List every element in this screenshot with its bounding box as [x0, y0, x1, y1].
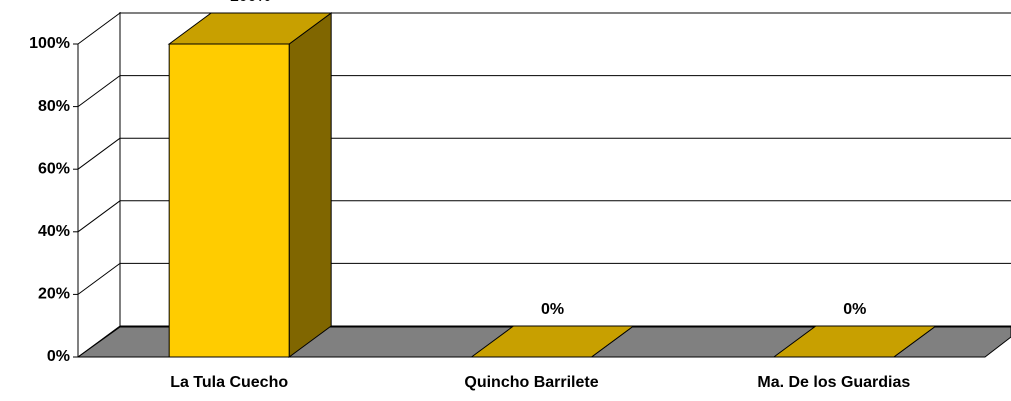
- y-tick-label: 80%: [38, 98, 70, 115]
- data-label: 0%: [541, 301, 564, 318]
- y-tick-label: 40%: [38, 223, 70, 240]
- grid-line: [77, 137, 121, 170]
- bar-top: [469, 325, 636, 358]
- grid-line: [77, 325, 121, 358]
- y-tick-label: 20%: [38, 286, 70, 303]
- y-tick-label: 60%: [38, 160, 70, 177]
- grid-line: [77, 75, 121, 108]
- x-tick-label: La Tula Cuecho: [170, 374, 288, 391]
- bar: [168, 43, 290, 358]
- bar-top: [772, 325, 938, 358]
- bar-top: [167, 12, 333, 45]
- y-tick-label: 100%: [29, 35, 70, 52]
- data-label: 0%: [843, 301, 866, 318]
- y-tick-label: 0%: [47, 348, 70, 365]
- bar-side: [288, 12, 332, 358]
- grid-line: [77, 200, 121, 233]
- grid-line: [77, 12, 121, 45]
- grid-line: [77, 262, 121, 295]
- x-tick-label: Ma. De los Guardias: [757, 374, 910, 391]
- data-label: 100%: [230, 0, 271, 5]
- x-tick-label: Quincho Barrilete: [464, 374, 598, 391]
